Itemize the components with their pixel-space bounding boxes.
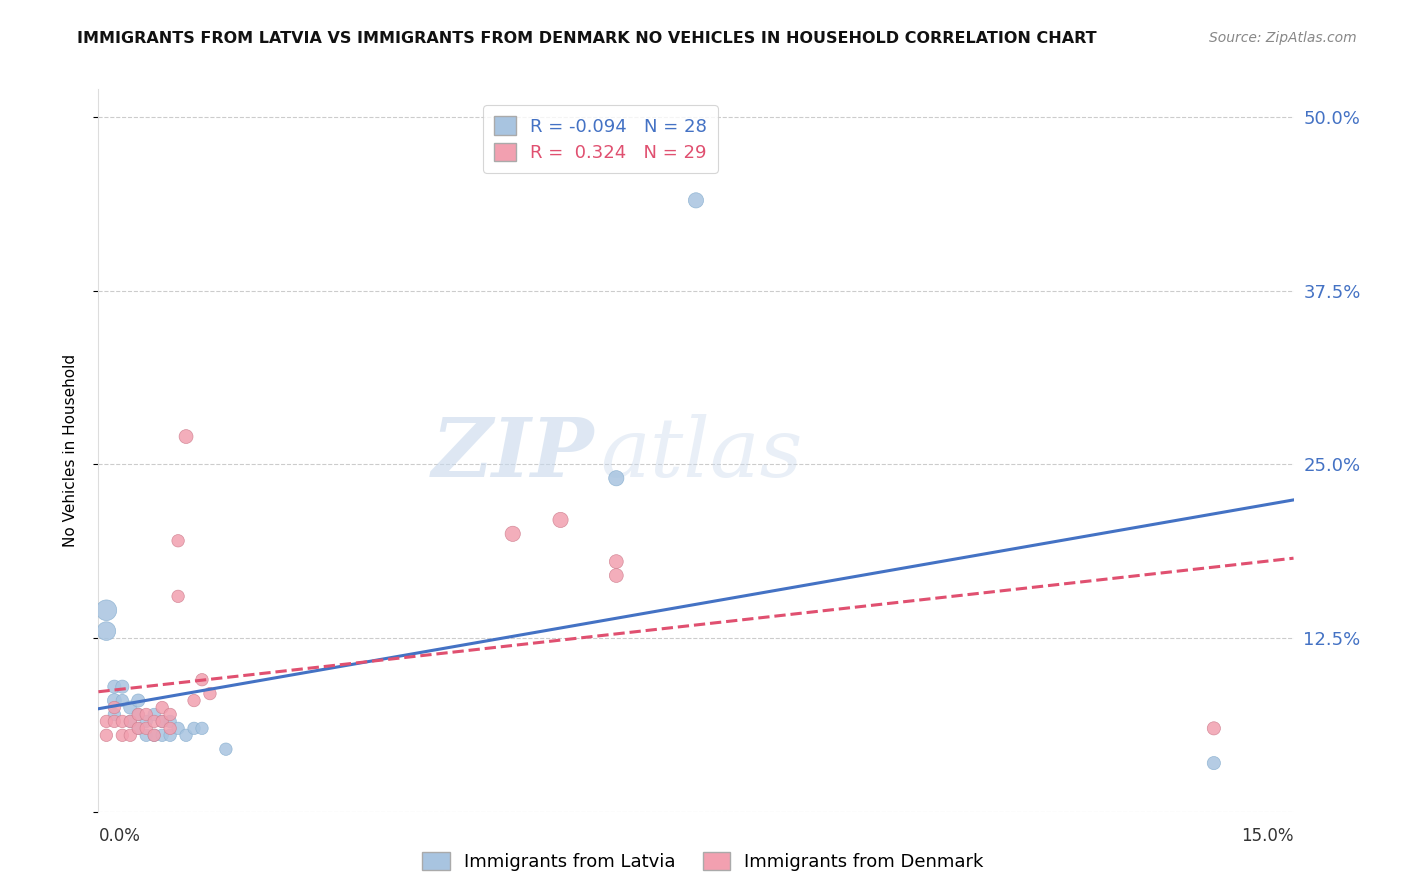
Point: [103, 700, 125, 714]
Point: [215, 742, 238, 756]
Point: [150, 714, 173, 729]
Point: [502, 526, 524, 541]
Point: [685, 194, 707, 208]
Point: [143, 714, 166, 729]
Point: [159, 728, 181, 742]
Point: [150, 714, 173, 729]
Point: [120, 728, 142, 742]
Point: [135, 728, 157, 742]
Point: [120, 714, 142, 729]
Point: [103, 693, 125, 707]
Point: [159, 722, 181, 736]
Text: ZIP: ZIP: [432, 414, 595, 494]
Text: 15.0%: 15.0%: [1241, 827, 1294, 845]
Point: [174, 429, 197, 443]
Point: [605, 471, 627, 485]
Point: [167, 590, 190, 604]
Text: atlas: atlas: [600, 414, 803, 494]
Point: [198, 687, 221, 701]
Point: [96, 603, 118, 617]
Legend: Immigrants from Latvia, Immigrants from Denmark: Immigrants from Latvia, Immigrants from …: [415, 845, 991, 879]
Point: [135, 707, 157, 722]
Point: [143, 707, 166, 722]
Legend: R = -0.094   N = 28, R =  0.324   N = 29: R = -0.094 N = 28, R = 0.324 N = 29: [484, 105, 717, 173]
Point: [550, 513, 572, 527]
Point: [183, 722, 205, 736]
Point: [127, 707, 149, 722]
Point: [127, 693, 149, 707]
Point: [183, 693, 205, 707]
Point: [127, 722, 149, 736]
Point: [103, 707, 125, 722]
Point: [135, 714, 157, 729]
Point: [1202, 756, 1225, 770]
Point: [135, 722, 157, 736]
Text: 0.0%: 0.0%: [98, 827, 141, 845]
Point: [127, 707, 149, 722]
Point: [111, 714, 134, 729]
Point: [111, 693, 134, 707]
Text: Source: ZipAtlas.com: Source: ZipAtlas.com: [1209, 31, 1357, 45]
Point: [167, 533, 190, 548]
Point: [96, 728, 118, 742]
Point: [159, 714, 181, 729]
Point: [96, 714, 118, 729]
Point: [150, 700, 173, 714]
Point: [167, 722, 190, 736]
Point: [605, 555, 627, 569]
Point: [120, 714, 142, 729]
Point: [1202, 722, 1225, 736]
Point: [103, 680, 125, 694]
Point: [191, 673, 214, 687]
Point: [174, 728, 197, 742]
Point: [159, 707, 181, 722]
Point: [96, 624, 118, 639]
Point: [191, 722, 214, 736]
Point: [150, 728, 173, 742]
Text: IMMIGRANTS FROM LATVIA VS IMMIGRANTS FROM DENMARK NO VEHICLES IN HOUSEHOLD CORRE: IMMIGRANTS FROM LATVIA VS IMMIGRANTS FRO…: [77, 31, 1097, 46]
Point: [111, 680, 134, 694]
Point: [103, 714, 125, 729]
Point: [111, 728, 134, 742]
Point: [605, 568, 627, 582]
Point: [120, 700, 142, 714]
Point: [143, 728, 166, 742]
Point: [143, 728, 166, 742]
Point: [127, 722, 149, 736]
Y-axis label: No Vehicles in Household: No Vehicles in Household: [63, 354, 77, 547]
